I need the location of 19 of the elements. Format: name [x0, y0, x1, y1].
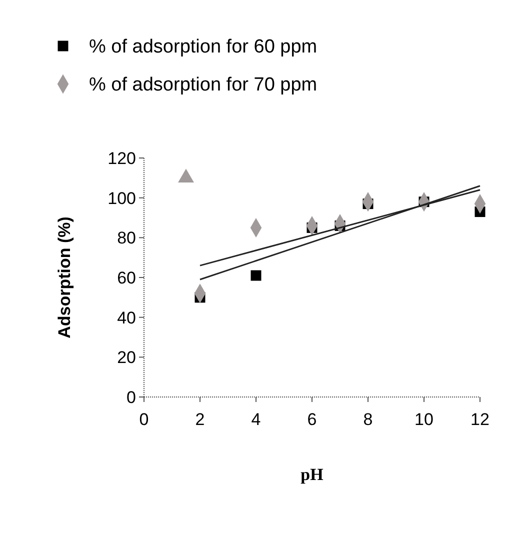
x-axis-title: pH — [300, 465, 324, 484]
x-tick-label: 10 — [414, 410, 434, 429]
y-axis-title: Adsorption (%) — [55, 216, 74, 338]
y-tick-label: 120 — [108, 148, 136, 168]
legend-label: % of adsorption for 60 ppm — [89, 36, 318, 58]
y-tick-label: 80 — [117, 228, 136, 248]
y-tick-label: 20 — [117, 348, 136, 368]
y-tick-label: 100 — [108, 188, 136, 208]
x-tick-label: 6 — [307, 410, 317, 429]
x-tick-label: 2 — [195, 410, 205, 429]
x-tick-label: 8 — [363, 410, 373, 429]
y-tick-label: 0 — [126, 388, 136, 407]
legend-label: % of adsorption for 70 ppm — [89, 74, 318, 96]
y-tick-label: 40 — [117, 308, 136, 328]
x-tick-label: 4 — [251, 410, 261, 429]
y-tick-label: 60 — [117, 268, 136, 288]
x-tick-label: 0 — [139, 410, 149, 429]
point — [250, 270, 262, 281]
x-tick-label: 12 — [470, 410, 490, 429]
